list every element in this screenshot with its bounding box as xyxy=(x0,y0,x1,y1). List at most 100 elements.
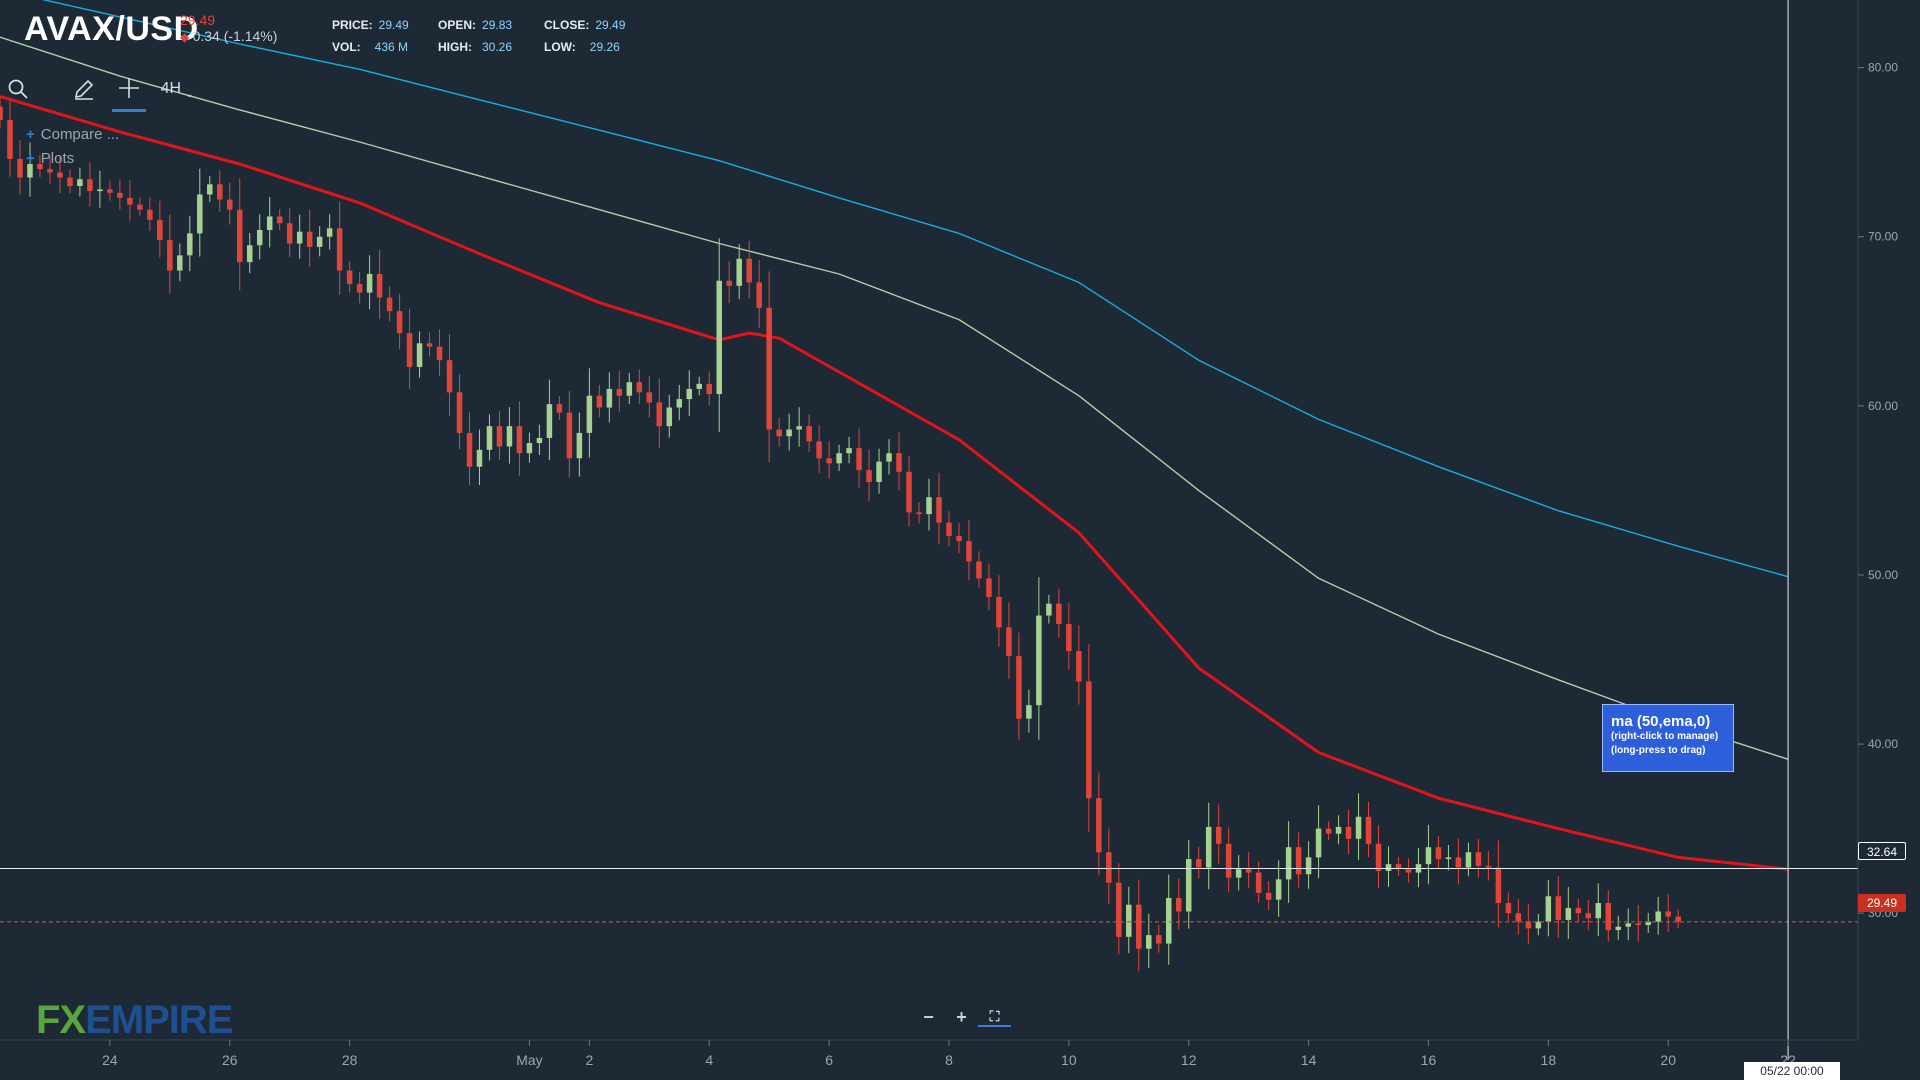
y-tick-label: 40.00 xyxy=(1868,737,1898,751)
candle-body xyxy=(0,106,3,121)
candle-body xyxy=(197,194,203,234)
candle-body xyxy=(1505,903,1512,914)
candle-body xyxy=(1465,852,1472,868)
candle xyxy=(1086,644,1092,832)
x-tick-label: 2 xyxy=(585,1052,593,1068)
candle xyxy=(1126,886,1132,954)
compare-button[interactable]: + Compare ... xyxy=(26,126,119,150)
candle xyxy=(956,522,962,554)
chart-header: AVAX/USD 29.49 ◆ 0.34 (-1.14%) PRICE: 29.… xyxy=(0,0,1920,60)
candle-body xyxy=(207,184,213,195)
candle-body xyxy=(107,189,113,193)
plus-icon: + xyxy=(26,150,35,167)
candle xyxy=(986,563,992,611)
candle-body xyxy=(1205,826,1212,868)
candle-body xyxy=(217,184,223,200)
candle-body xyxy=(1515,913,1522,922)
candle xyxy=(776,417,782,447)
candle-body xyxy=(1575,908,1582,914)
candle-body xyxy=(446,360,453,393)
candle xyxy=(1036,577,1042,740)
candle xyxy=(0,97,3,129)
candle xyxy=(1355,793,1362,860)
indicator-tooltip[interactable]: ma (50,ema,0) (right-click to manage) (l… xyxy=(1602,704,1734,772)
candle xyxy=(167,214,173,294)
candle xyxy=(117,179,123,210)
draw-button[interactable] xyxy=(66,66,102,112)
candle xyxy=(556,396,563,420)
stats-col-3: CLOSE: 29.49 LOW: 29.26 xyxy=(544,14,625,58)
candle xyxy=(896,432,902,491)
zoom-out-button[interactable]: − xyxy=(923,1006,934,1027)
crosshair-icon xyxy=(119,77,139,98)
candle xyxy=(636,369,643,404)
x-tick-label: 26 xyxy=(222,1052,238,1068)
candle xyxy=(686,370,693,416)
candle xyxy=(1275,860,1282,917)
candle xyxy=(1395,856,1402,876)
candle xyxy=(1096,772,1102,876)
candle-body xyxy=(936,497,942,523)
candle xyxy=(107,180,113,201)
candle-body xyxy=(1585,913,1592,919)
candle-body xyxy=(986,578,992,597)
candle xyxy=(1435,836,1442,869)
crosshair-button[interactable] xyxy=(112,66,146,112)
candle xyxy=(1136,879,1142,972)
plots-label: Plots xyxy=(40,150,75,167)
candle-body xyxy=(1335,826,1342,834)
candle xyxy=(1545,879,1552,937)
x-tick-label: 28 xyxy=(342,1052,358,1068)
candle xyxy=(456,374,463,450)
candle xyxy=(676,384,683,421)
price-change: ◆ 0.34 (-1.14%) xyxy=(180,28,277,44)
candle xyxy=(1016,632,1022,740)
candle-body xyxy=(1146,935,1152,949)
candle xyxy=(1555,876,1562,938)
candle-body xyxy=(866,470,872,482)
candle-body xyxy=(77,179,83,187)
x-tick-label: 12 xyxy=(1181,1052,1197,1068)
candle-body xyxy=(1535,921,1542,929)
candle xyxy=(886,439,892,475)
plots-button[interactable]: + Plots xyxy=(26,150,119,174)
tooltip-title: ma (50,ema,0) xyxy=(1611,713,1711,730)
candle xyxy=(756,260,762,328)
candle xyxy=(1156,925,1162,953)
candle xyxy=(1385,846,1392,887)
candle xyxy=(1665,894,1671,933)
candle-body xyxy=(776,429,782,437)
candle-body xyxy=(616,388,623,396)
fullscreen-button[interactable]: ⛶ xyxy=(978,1008,1011,1027)
timeframe-select[interactable]: 4H ⌄ xyxy=(152,66,202,112)
candle-body xyxy=(1485,865,1492,868)
candle xyxy=(1295,832,1302,888)
crosshair-datetime-label: 05/22 00:00 xyxy=(1744,1062,1840,1080)
stat-value: 29.49 xyxy=(378,18,409,32)
candle-body xyxy=(1315,828,1322,858)
candle xyxy=(346,261,353,293)
candle xyxy=(17,140,23,195)
candle xyxy=(1655,896,1661,935)
candle xyxy=(1415,847,1422,888)
candle xyxy=(1305,841,1312,889)
candle-body xyxy=(886,453,892,462)
x-tick-label: 20 xyxy=(1660,1052,1676,1068)
ma100-line xyxy=(0,36,1789,760)
candle xyxy=(816,425,822,473)
candle xyxy=(826,440,832,479)
zoom-in-button[interactable]: + xyxy=(956,1006,967,1027)
candle xyxy=(1205,802,1212,890)
candle xyxy=(197,168,203,257)
candle-body xyxy=(1295,847,1302,875)
candle-body xyxy=(626,382,633,396)
candle-body xyxy=(27,164,33,178)
stat-value: 436 M xyxy=(374,40,409,54)
candle xyxy=(37,154,43,178)
candle-body xyxy=(686,388,693,400)
candle xyxy=(546,379,553,461)
candle xyxy=(137,197,143,217)
search-button[interactable] xyxy=(0,66,36,112)
candle-body xyxy=(1345,826,1352,839)
